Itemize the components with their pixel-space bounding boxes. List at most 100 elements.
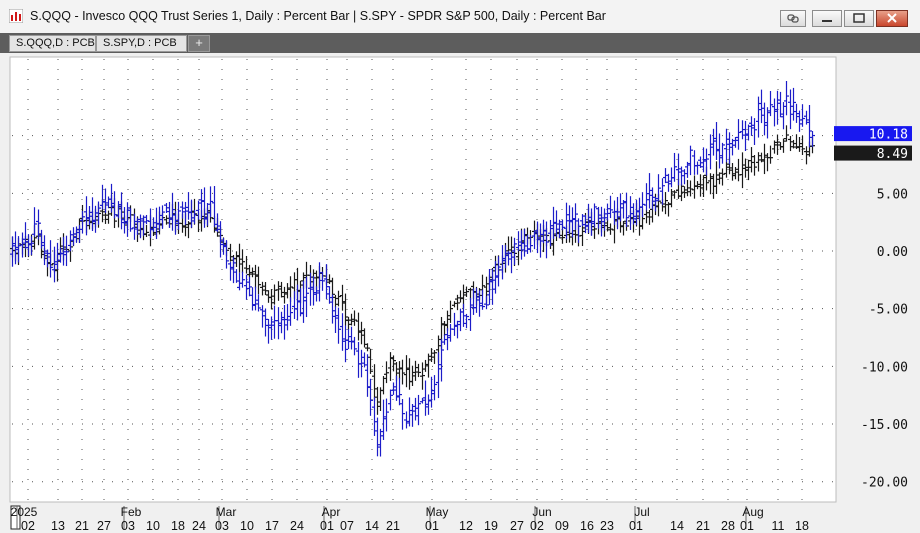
price-bar bbox=[423, 359, 428, 372]
price-bar bbox=[714, 122, 719, 160]
price-bar bbox=[711, 128, 716, 156]
price-bar bbox=[756, 152, 761, 172]
price-bar bbox=[173, 210, 178, 235]
day-label: 09 bbox=[555, 519, 569, 533]
price-bar bbox=[788, 136, 793, 152]
price-bar bbox=[42, 235, 47, 266]
price-bar bbox=[432, 350, 437, 364]
price-bar bbox=[797, 136, 802, 152]
day-label: 01 bbox=[425, 519, 439, 533]
price-bar bbox=[698, 174, 703, 197]
price-bar bbox=[269, 316, 274, 340]
price-bar bbox=[330, 294, 335, 324]
title-bar: S.QQQ - Invesco QQQ Trust Series 1, Dail… bbox=[0, 0, 920, 34]
price-bar bbox=[487, 268, 492, 305]
price-bar bbox=[672, 152, 677, 182]
price-bar bbox=[160, 205, 165, 229]
price-bar bbox=[224, 240, 229, 269]
price-bar bbox=[682, 186, 687, 198]
price-chart[interactable]: 10.005.000.00-5.00-10.00-15.00-20.0010.1… bbox=[0, 53, 920, 533]
price-bar bbox=[589, 208, 594, 236]
price-bar bbox=[720, 142, 725, 164]
price-bar bbox=[301, 280, 306, 323]
price-bar bbox=[356, 312, 361, 341]
price-bar bbox=[810, 131, 815, 148]
price-bar bbox=[314, 286, 319, 302]
price-bar bbox=[346, 329, 351, 350]
price-bar bbox=[420, 397, 425, 404]
price-bar bbox=[410, 365, 415, 387]
price-bar bbox=[759, 152, 764, 163]
price-bar bbox=[804, 110, 809, 125]
minimize-button[interactable] bbox=[812, 10, 842, 27]
price-bar bbox=[391, 355, 396, 372]
month-label: May bbox=[426, 505, 449, 519]
price-bar bbox=[688, 180, 693, 197]
day-label: 19 bbox=[484, 519, 498, 533]
price-bar bbox=[340, 284, 345, 311]
y-tick-label: -15.00 bbox=[861, 418, 908, 433]
price-bar bbox=[237, 243, 242, 273]
price-bar bbox=[784, 81, 789, 116]
price-bar bbox=[650, 187, 655, 210]
price-bar bbox=[704, 148, 709, 176]
maximize-icon bbox=[853, 13, 865, 23]
price-bar bbox=[276, 281, 281, 301]
price-bar bbox=[256, 294, 261, 312]
price-bar bbox=[576, 218, 581, 243]
price-bar bbox=[663, 168, 668, 184]
price-bar bbox=[250, 267, 255, 278]
day-label: 02 bbox=[530, 519, 544, 533]
price-bar bbox=[468, 287, 473, 300]
price-bar bbox=[176, 201, 181, 230]
price-bar bbox=[333, 294, 338, 308]
price-bar bbox=[615, 196, 620, 230]
tab-qqq[interactable]: S.QQQ,D : PCB bbox=[9, 35, 96, 52]
price-bar bbox=[685, 161, 690, 178]
link-button[interactable] bbox=[780, 10, 806, 27]
plot-area[interactable] bbox=[9, 56, 837, 503]
price-bar bbox=[676, 153, 681, 186]
price-bar bbox=[461, 303, 466, 327]
price-bar bbox=[420, 362, 425, 390]
tab-spy[interactable]: S.SPY,D : PCB bbox=[96, 35, 187, 52]
add-tab-button[interactable]: + bbox=[188, 35, 210, 52]
price-bar bbox=[586, 203, 591, 233]
tab-label: S.SPY,D : PCB bbox=[103, 37, 177, 49]
month-label: 2025 bbox=[11, 505, 38, 519]
price-bar bbox=[797, 110, 802, 132]
price-bar bbox=[724, 128, 729, 163]
day-label: 14 bbox=[365, 519, 379, 533]
scroll-handle[interactable] bbox=[10, 505, 21, 530]
price-bar bbox=[788, 89, 793, 130]
price-bar bbox=[634, 200, 639, 226]
price-bar bbox=[509, 251, 514, 274]
price-bar bbox=[394, 375, 399, 401]
price-bar bbox=[781, 138, 786, 153]
month-label: Jul bbox=[634, 505, 649, 519]
last-value-label: 10.18 bbox=[834, 126, 912, 143]
price-bar bbox=[669, 188, 674, 208]
price-bar bbox=[503, 245, 508, 269]
day-label: 11 bbox=[772, 519, 785, 533]
price-bar bbox=[455, 294, 460, 311]
maximize-button[interactable] bbox=[844, 10, 874, 27]
price-bar bbox=[304, 276, 309, 318]
price-bar bbox=[144, 214, 149, 225]
price-bar bbox=[644, 209, 649, 224]
price-bar bbox=[266, 318, 271, 344]
price-bar bbox=[196, 200, 201, 220]
price-bar bbox=[282, 286, 287, 304]
price-bar bbox=[279, 281, 284, 298]
price-bar bbox=[384, 361, 389, 384]
price-bar bbox=[784, 125, 789, 142]
day-label: 21 bbox=[696, 519, 710, 533]
price-bar bbox=[340, 313, 345, 351]
price-bar bbox=[436, 352, 441, 399]
price-bar bbox=[77, 225, 82, 243]
price-bar bbox=[426, 353, 431, 378]
price-bar bbox=[13, 231, 18, 265]
price-bar bbox=[327, 286, 332, 304]
close-button[interactable] bbox=[876, 10, 908, 27]
price-bar bbox=[61, 236, 66, 266]
